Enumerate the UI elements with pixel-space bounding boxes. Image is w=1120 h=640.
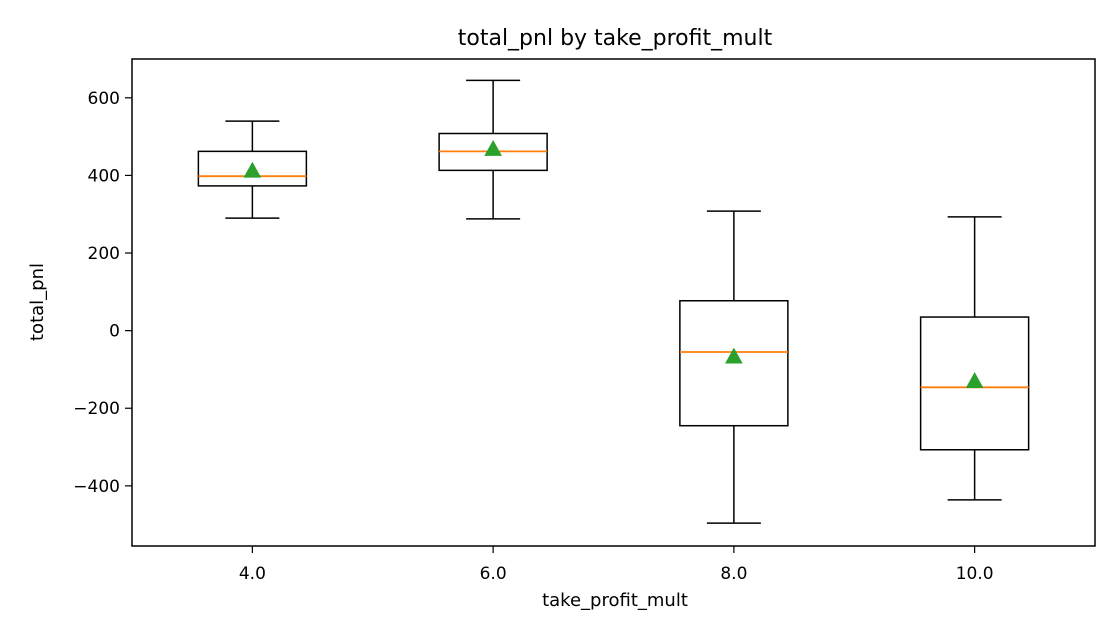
y-tick-label: 0 bbox=[109, 322, 120, 342]
box bbox=[919, 316, 1030, 451]
mean-marker bbox=[484, 139, 502, 156]
y-axis: 600 400 200 0 −200 −400 bbox=[73, 89, 132, 497]
mean-marker bbox=[243, 161, 262, 178]
x-tick-label: 6.0 bbox=[480, 564, 507, 584]
box bbox=[197, 150, 308, 187]
plot-frame bbox=[131, 58, 1096, 547]
box bbox=[679, 300, 789, 427]
mean-marker bbox=[725, 347, 743, 364]
box-group-6-0 bbox=[438, 79, 548, 220]
box-group-4-0 bbox=[197, 120, 308, 219]
mean-marker bbox=[965, 372, 984, 388]
plot-area bbox=[197, 79, 1030, 524]
y-tick-label: −200 bbox=[73, 399, 120, 419]
y-tick-label: −400 bbox=[73, 477, 120, 497]
y-tick-label: 600 bbox=[88, 89, 120, 109]
x-tick-label: 10.0 bbox=[956, 564, 994, 584]
x-tick-label: 4.0 bbox=[239, 564, 266, 584]
x-axis-label: take_profit_mult bbox=[542, 590, 688, 611]
y-tick-label: 400 bbox=[88, 166, 120, 186]
box-group-10-0 bbox=[919, 216, 1030, 501]
y-axis-label: total_pnl bbox=[27, 263, 48, 341]
chart-title: total_pnl by take_profit_mult bbox=[458, 26, 773, 51]
x-axis: 4.0 6.0 8.0 10.0 bbox=[239, 546, 994, 584]
x-tick-label: 8.0 bbox=[720, 564, 747, 584]
y-tick-label: 200 bbox=[88, 244, 120, 264]
box-group-8-0 bbox=[679, 210, 789, 524]
